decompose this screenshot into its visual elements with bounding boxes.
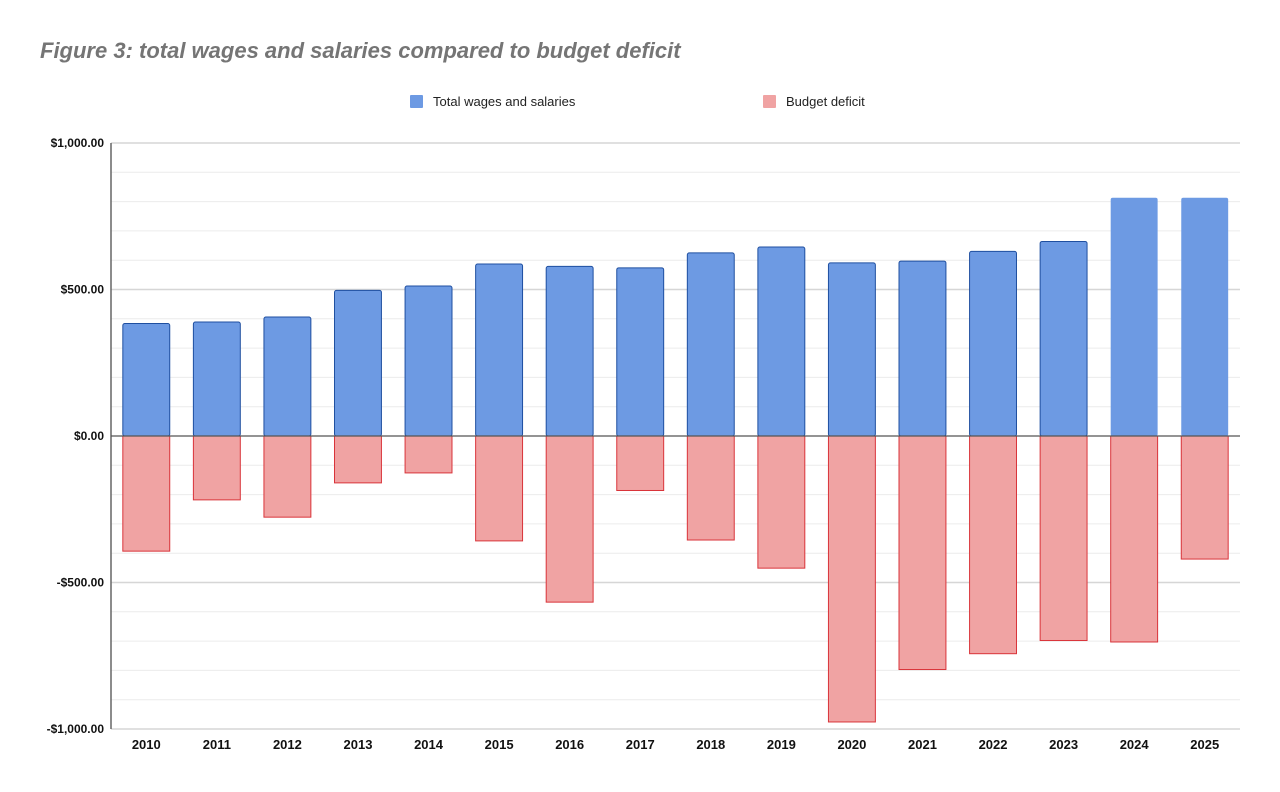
bar-wages-2011 xyxy=(192,321,241,437)
x-tick-label: 2019 xyxy=(767,737,796,752)
bar-deficit-2012 xyxy=(263,435,312,518)
bar-wages-2015 xyxy=(475,263,524,437)
x-tick-label: 2015 xyxy=(485,737,514,752)
bars xyxy=(122,197,1229,723)
bar-deficit-2017 xyxy=(616,435,665,491)
x-tick-label: 2018 xyxy=(696,737,725,752)
bar-deficit-2023 xyxy=(1039,435,1088,642)
y-tick-label: -$500.00 xyxy=(57,576,105,590)
y-tick-label: $1,000.00 xyxy=(51,136,105,150)
legend-label-deficit: Budget deficit xyxy=(786,93,865,109)
x-tick-label: 2022 xyxy=(979,737,1008,752)
bar-deficit-2011 xyxy=(192,435,241,501)
x-tick-label: 2014 xyxy=(414,737,444,752)
bar-deficit-2019 xyxy=(757,435,806,569)
bar-wages-2019 xyxy=(757,246,806,437)
bar-deficit-2015 xyxy=(475,435,524,542)
bar-deficit-2010 xyxy=(122,435,171,552)
axes xyxy=(110,143,1240,729)
x-axis-ticks: 2010 2011 2012 2013 2014 2015 2016 2017 2018 2019… xyxy=(132,737,1219,752)
bar-wages-2022 xyxy=(969,250,1017,437)
y-axis-ticks: $1,000.00 $500.00 $0.00 -$500.00 -$1,000.00 xyxy=(47,136,105,736)
x-tick-label: 2025 xyxy=(1190,737,1219,752)
bar-wages-2018 xyxy=(686,252,735,437)
x-tick-label: 2023 xyxy=(1049,737,1078,752)
x-tick-label: 2016 xyxy=(555,737,584,752)
x-tick-label: 2021 xyxy=(908,737,937,752)
legend-label-wages: Total wages and salaries xyxy=(433,93,576,109)
y-tick-label: -$1,000.00 xyxy=(47,722,105,736)
bar-deficit-2022 xyxy=(969,435,1017,655)
bar-wages-2010 xyxy=(122,322,171,437)
bar-deficit-2021 xyxy=(898,435,947,671)
x-tick-label: 2011 xyxy=(203,737,231,752)
x-tick-label: 2020 xyxy=(837,737,866,752)
y-tick-label: $0.00 xyxy=(74,429,104,443)
bar-wages-2014 xyxy=(404,285,453,437)
chart-title: Figure 3: total wages and salaries compa… xyxy=(40,38,681,63)
bar-wages-2017 xyxy=(616,267,665,437)
bar-deficit-2020 xyxy=(827,435,876,723)
x-tick-label: 2012 xyxy=(273,737,302,752)
x-tick-label: 2024 xyxy=(1120,737,1150,752)
legend-item-wages[interactable]: Total wages and salaries xyxy=(410,92,575,110)
bar-deficit-2013 xyxy=(334,435,382,484)
bar-wages-2024 xyxy=(1110,197,1158,436)
legend-swatch-deficit xyxy=(763,94,776,108)
y-tick-label: $500.00 xyxy=(61,283,105,297)
bar-deficit-2014 xyxy=(404,435,453,474)
legend-item-deficit[interactable]: Budget deficit xyxy=(763,92,865,110)
bar-deficit-2018 xyxy=(686,435,735,541)
bar-wages-2025 xyxy=(1181,197,1229,436)
bar-deficit-2016 xyxy=(545,435,594,603)
x-tick-label: 2010 xyxy=(132,737,161,752)
x-tick-label: 2013 xyxy=(344,737,373,752)
bar-wages-2023 xyxy=(1039,240,1088,437)
bar-deficit-2025 xyxy=(1180,435,1229,560)
bar-wages-2013 xyxy=(334,289,382,437)
bar-deficit-2024 xyxy=(1110,435,1159,643)
bar-wages-2012 xyxy=(263,316,312,437)
bar-wages-2016 xyxy=(545,265,594,437)
bar-wages-2021 xyxy=(898,260,947,437)
bar-wages-2020 xyxy=(827,262,876,437)
x-tick-label: 2017 xyxy=(626,737,655,752)
legend-swatch-wages xyxy=(410,94,423,108)
